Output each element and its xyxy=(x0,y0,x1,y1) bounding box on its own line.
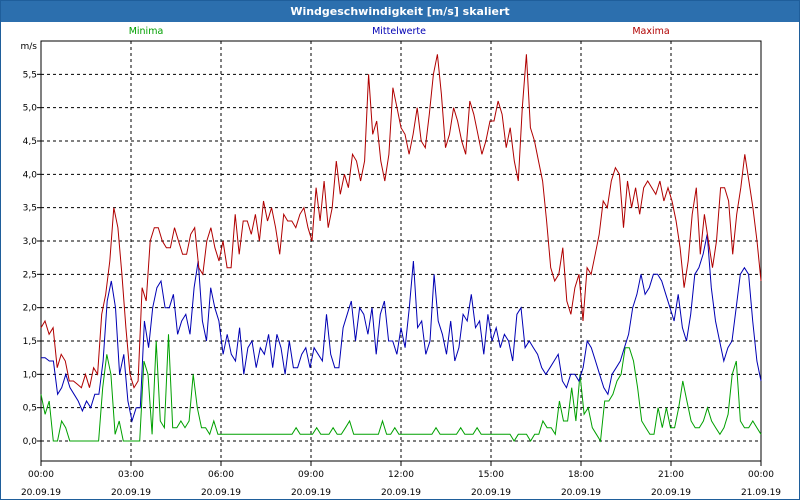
y-tick-label: 0,0 xyxy=(23,437,38,447)
x-tick-date: 20.09.19 xyxy=(291,488,331,498)
x-tick-date: 20.09.19 xyxy=(651,488,691,498)
x-tick-time: 09:00 xyxy=(298,470,324,480)
x-tick-date: 20.09.19 xyxy=(201,488,241,498)
y-tick-label: 1,0 xyxy=(23,370,38,380)
y-tick-label: 3,0 xyxy=(23,237,38,247)
legend-maxima: Maxima xyxy=(632,26,669,37)
x-tick-time: 06:00 xyxy=(208,470,234,480)
legend-mittelwerte: Mittelwerte xyxy=(372,26,426,37)
series-line-mittelwerte xyxy=(41,234,762,423)
series-line-minima xyxy=(40,334,762,443)
x-tick-time: 03:00 xyxy=(118,470,144,480)
x-tick-date: 20.09.19 xyxy=(111,488,151,498)
y-tick-label: 5,5 xyxy=(23,70,37,80)
y-tick-label: 1,5 xyxy=(23,337,37,347)
window-title: Windgeschwindigkeit [m/s] skaliert xyxy=(1,1,799,22)
x-tick-time: 12:00 xyxy=(388,470,414,480)
x-tick-time: 21:00 xyxy=(658,470,684,480)
x-tick-time: 18:00 xyxy=(568,470,594,480)
y-axis-label: m/s xyxy=(21,42,38,52)
x-tick-date: 21.09.19 xyxy=(741,488,781,498)
x-tick-date: 20.09.19 xyxy=(561,488,601,498)
y-tick-label: 4,5 xyxy=(23,137,37,147)
x-tick-time: 15:00 xyxy=(478,470,504,480)
legend-minima: Minima xyxy=(129,26,164,37)
x-tick-date: 20.09.19 xyxy=(381,488,421,498)
y-tick-label: 2,5 xyxy=(23,270,37,280)
y-tick-label: 4,0 xyxy=(23,170,38,180)
x-tick-time: 00:00 xyxy=(28,470,54,480)
series-line-maxima xyxy=(40,54,762,389)
y-tick-label: 0,5 xyxy=(23,404,37,414)
y-tick-label: 5,0 xyxy=(23,104,38,114)
y-tick-label: 2,0 xyxy=(23,304,38,314)
x-tick-date: 20.09.19 xyxy=(21,488,61,498)
y-tick-label: 3,5 xyxy=(23,204,37,214)
x-tick-date: 20.09.19 xyxy=(471,488,511,498)
x-tick-time: 00:00 xyxy=(748,470,774,480)
